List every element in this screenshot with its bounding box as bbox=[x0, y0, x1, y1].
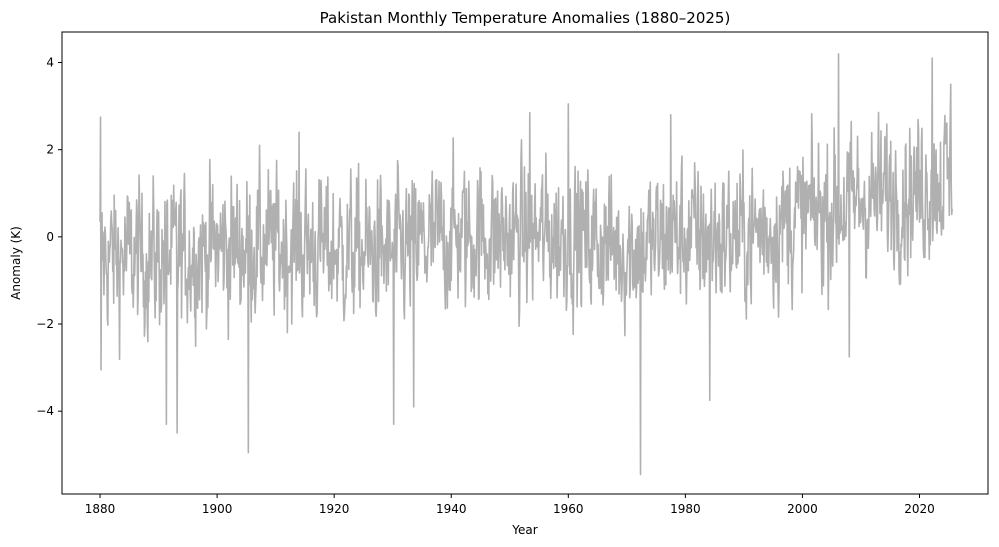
x-tick-label: 1960 bbox=[553, 502, 584, 516]
y-tick-label: −2 bbox=[36, 317, 54, 331]
anomaly-series-line bbox=[99, 52, 953, 476]
x-axis: 1880 1900 1920 1940 1960 1980 2000 2020 bbox=[85, 494, 935, 516]
y-tick-label: 0 bbox=[46, 230, 54, 244]
x-axis-label: Year bbox=[511, 523, 537, 537]
y-tick-label: 2 bbox=[46, 143, 54, 157]
chart-title: Pakistan Monthly Temperature Anomalies (… bbox=[320, 9, 731, 27]
y-axis: −4 −2 0 2 4 bbox=[36, 56, 62, 418]
x-tick-label: 1880 bbox=[85, 502, 116, 516]
x-tick-label: 1920 bbox=[319, 502, 350, 516]
x-tick-label: 1940 bbox=[436, 502, 467, 516]
x-tick-label: 1980 bbox=[670, 502, 701, 516]
x-tick-label: 1900 bbox=[202, 502, 233, 516]
x-tick-label: 2000 bbox=[787, 502, 818, 516]
y-tick-label: −4 bbox=[36, 404, 54, 418]
x-tick-label: 2020 bbox=[904, 502, 935, 516]
plot-frame bbox=[61, 31, 989, 495]
y-axis-label: Anomaly (K) bbox=[9, 226, 23, 300]
y-tick-label: 4 bbox=[46, 56, 54, 70]
plot-area bbox=[99, 52, 953, 476]
